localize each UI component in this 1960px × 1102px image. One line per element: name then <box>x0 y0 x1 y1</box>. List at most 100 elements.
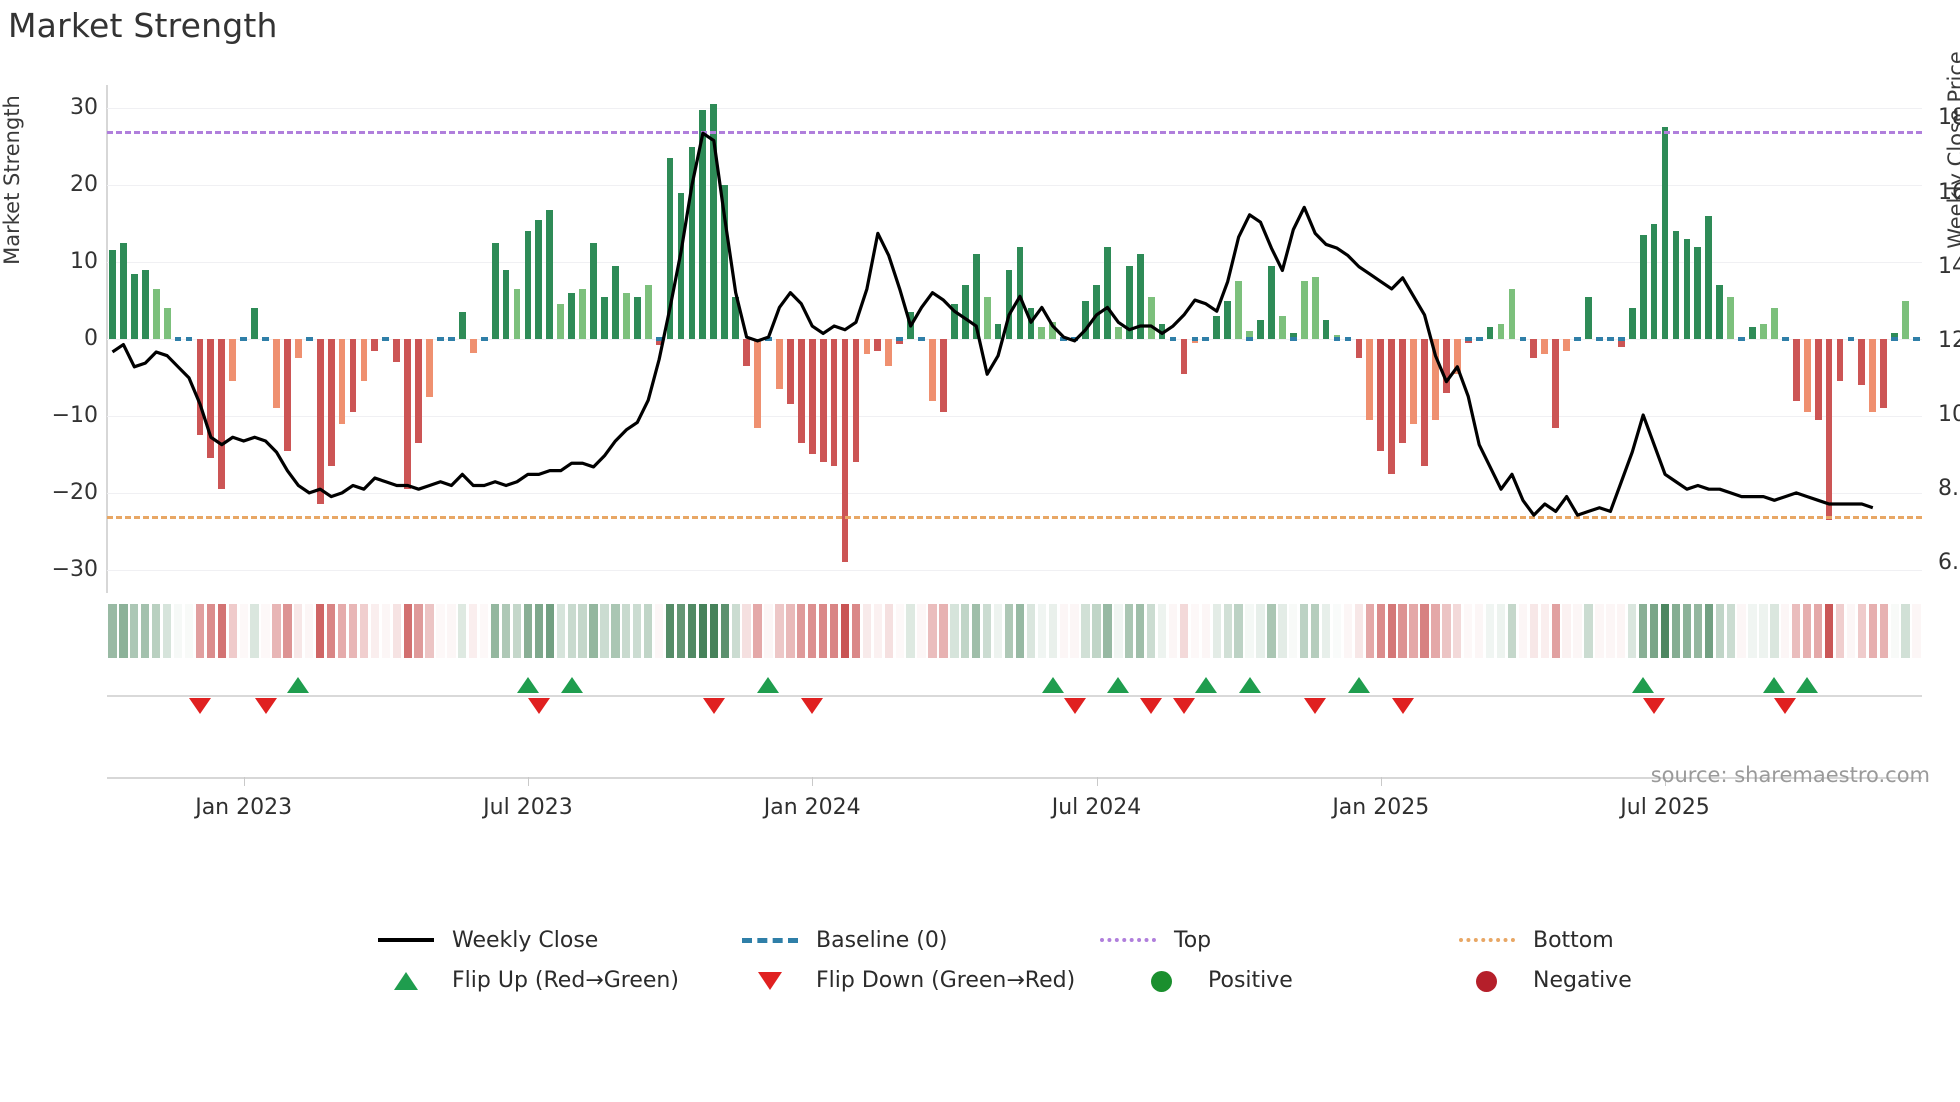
strength-bar <box>1213 315 1221 339</box>
strength-bar <box>130 273 138 339</box>
legend-item[interactable]: Top <box>1096 920 1211 960</box>
heatmap-cell <box>1212 604 1221 658</box>
strength-bar <box>1628 308 1636 339</box>
strength-bar <box>863 339 871 355</box>
heatmap-cell <box>1387 604 1396 658</box>
strength-bar <box>469 339 477 353</box>
strength-bar <box>666 158 674 339</box>
y-axis-left-tick-label: 0 <box>84 326 98 351</box>
legend-item-label: Weekly Close <box>452 927 599 953</box>
baseline-segment <box>240 337 248 341</box>
heatmap-cell <box>162 604 172 658</box>
heatmap-cell <box>851 604 861 658</box>
x-axis-tick-label: Jan 2023 <box>195 795 293 820</box>
heatmap-cell <box>906 604 915 658</box>
strength-bar <box>535 219 543 339</box>
weekly-close-line <box>111 131 1874 517</box>
strength-bar <box>1836 339 1844 382</box>
strength-bar <box>590 242 597 339</box>
strength-bar <box>229 339 237 382</box>
heatmap-cell <box>534 604 544 658</box>
heatmap-cell <box>1059 604 1068 658</box>
strength-bar <box>524 231 532 339</box>
strength-bar <box>1617 339 1625 347</box>
gridline <box>107 339 1922 340</box>
heatmap-cell <box>1704 604 1713 658</box>
legend-row-markers: Flip Up (Red→Green) Flip Down (Green→Red)… <box>0 960 1960 1000</box>
heatmap-cell <box>1901 604 1910 658</box>
strength-bar <box>732 296 740 339</box>
legend-item[interactable]: Baseline (0) <box>738 920 947 960</box>
strength-bar <box>1355 339 1363 359</box>
flip-up-marker <box>1632 677 1655 693</box>
heatmap-cell <box>490 604 500 658</box>
strength-bar <box>557 304 565 339</box>
strength-bar <box>546 209 554 339</box>
x-axis-tick-label: Jan 2024 <box>763 795 861 820</box>
heatmap-cell <box>1332 604 1342 658</box>
flip-up-marker <box>1107 677 1130 693</box>
legend-item[interactable]: Flip Down (Green→Red) <box>738 960 1075 1000</box>
heatmap-cell <box>1157 604 1167 658</box>
heatmap-cell <box>1245 604 1254 658</box>
heatmap-cell <box>381 604 390 658</box>
gridline <box>107 492 1922 494</box>
legend-item[interactable]: Negative <box>1455 960 1632 1000</box>
heatmap-cell <box>425 604 434 658</box>
heatmap-cell <box>195 604 205 658</box>
heatmap-cell <box>928 604 937 658</box>
strength-bar <box>1158 323 1166 339</box>
heatmap-cell <box>1223 604 1232 658</box>
heatmap-cell <box>414 604 423 658</box>
strength-bar <box>1672 231 1680 339</box>
strength-bar <box>1278 315 1286 339</box>
heatmap-cell <box>873 604 882 658</box>
strength-bar <box>218 339 226 490</box>
x-axis-tick-mark <box>527 777 529 786</box>
heatmap-cell <box>1551 604 1560 658</box>
heatmap-cell <box>1868 604 1877 658</box>
legend-item[interactable]: Positive <box>1130 960 1293 1000</box>
baseline-segment <box>1596 337 1603 341</box>
strength-bar <box>1825 339 1833 520</box>
heatmap-cell <box>392 604 401 658</box>
strength-bar <box>502 269 510 339</box>
strength-bar <box>1486 327 1494 339</box>
baseline-segment <box>765 337 772 341</box>
heatmap-cell <box>1201 604 1210 658</box>
x-axis-tick-label: Jul 2024 <box>1051 795 1142 820</box>
baseline-segment <box>1246 337 1253 341</box>
legend-item[interactable]: Flip Up (Red→Green) <box>374 960 679 1000</box>
baseline-segment <box>480 337 488 341</box>
strength-bar <box>1508 288 1516 339</box>
heatmap-cell <box>1803 604 1812 658</box>
heatmap-cell <box>1311 604 1320 658</box>
flip-down-marker <box>254 698 277 714</box>
heatmap-cell <box>786 604 795 658</box>
heatmap-cell <box>1824 604 1834 658</box>
strength-bar <box>1552 339 1560 428</box>
strength-bar <box>1114 327 1122 339</box>
heatmap-cell <box>1190 604 1200 658</box>
strength-bar <box>1760 323 1767 339</box>
strength-bar <box>1639 235 1647 339</box>
legend-item[interactable]: Bottom <box>1455 920 1614 960</box>
flip-down-marker <box>527 698 550 714</box>
heatmap-cell <box>1518 604 1528 658</box>
strength-bar <box>950 304 958 339</box>
heatmap-cell <box>1081 604 1090 658</box>
strength-bar <box>655 339 663 346</box>
heatmap-cell <box>644 604 653 658</box>
flip-up-marker <box>1194 677 1217 693</box>
legend-item[interactable]: Weekly Close <box>374 920 598 960</box>
legend-item-label: Flip Down (Green→Red) <box>816 967 1076 993</box>
heatmap-cell <box>983 604 992 658</box>
strength-bar <box>644 285 652 339</box>
strength-bar <box>404 339 412 490</box>
heatmap-cell <box>1628 604 1637 658</box>
strength-bar <box>633 296 641 339</box>
strength-bar <box>1005 269 1013 339</box>
heatmap-cell <box>316 604 325 658</box>
baseline-segment <box>1464 337 1472 341</box>
gridline <box>107 108 1922 110</box>
